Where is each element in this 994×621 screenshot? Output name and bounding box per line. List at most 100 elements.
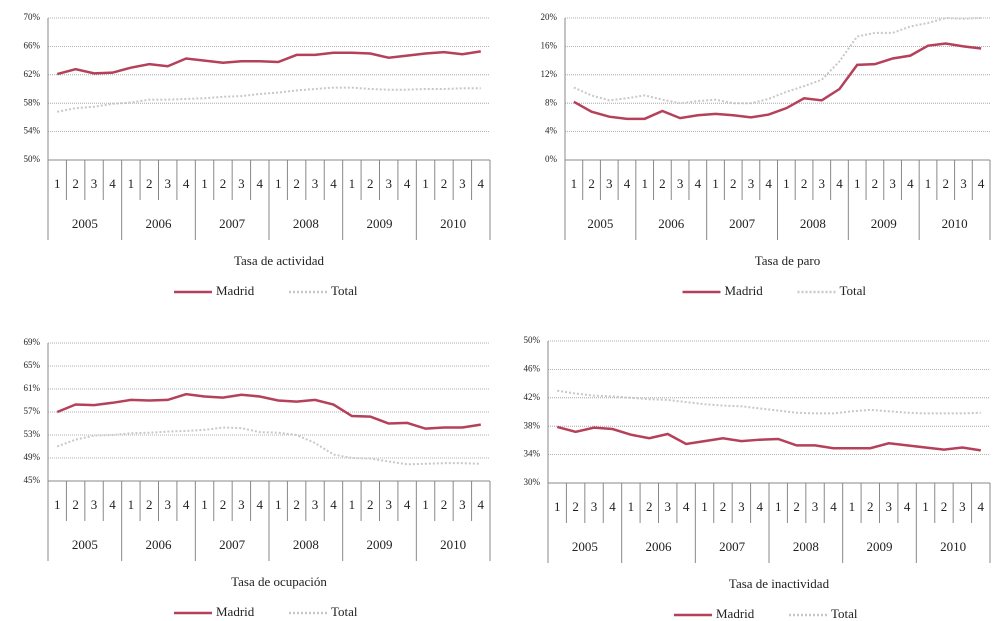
x-tick-label: 1 [922, 499, 929, 514]
x-tick-label: 1 [349, 497, 356, 512]
x-tick-label: 4 [978, 176, 985, 191]
x-tick-label: 1 [54, 176, 61, 191]
x-tick-label: 4 [404, 176, 411, 191]
chart: 50%54%58%62%66%70%1 2 3 4 1 2 3 4 1 2 3 4 1 2 3 4 1 2 3 4 1 2… [24, 12, 491, 298]
x-tick-label: 1 [854, 176, 861, 191]
y-tick-label: 4% [545, 126, 558, 136]
y-tick-label: 46% [524, 363, 541, 373]
x-tick-label: 3 [812, 499, 819, 514]
data-line [57, 86, 481, 113]
x-tick-label: 2 [730, 176, 737, 191]
x-group-label: 2005 [587, 216, 613, 231]
chart-title: Tasa de paro [755, 253, 821, 268]
x-tick-label: 3 [889, 176, 896, 191]
x-tick-label: 3 [385, 497, 392, 512]
y-tick-label: 50% [524, 335, 541, 345]
legend-label: Madrid [725, 283, 764, 298]
x-tick-label: 2 [220, 176, 227, 191]
x-tick-label: 1 [783, 176, 790, 191]
x-tick-label: 2 [941, 499, 948, 514]
x-tick-label: 2 [367, 497, 374, 512]
x-group-label: 2008 [800, 216, 826, 231]
x-tick-label: 3 [606, 176, 613, 191]
x-tick-label: 1 [201, 176, 208, 191]
x-tick-label: 2 [72, 176, 79, 191]
x-tick-label: 4 [330, 497, 337, 512]
x-group-label: 2008 [793, 539, 819, 554]
chart-title: Tasa de actividad [234, 253, 325, 268]
x-group-label: 2009 [871, 216, 897, 231]
x-group-label: 2010 [440, 537, 466, 552]
data-line [573, 16, 982, 105]
chart: 30%34%38%42%46%50%1 2 3 4 1 2 3 4 1 2 3 4 1 2 3 4 1 2 3 4 1 2… [524, 335, 991, 621]
x-group-label: 2010 [942, 216, 968, 231]
x-tick-label: 4 [330, 176, 337, 191]
x-tick-label: 2 [867, 499, 874, 514]
y-tick-label: 61% [24, 383, 41, 393]
x-tick-label: 2 [572, 499, 579, 514]
x-tick-label: 2 [872, 176, 879, 191]
y-tick-label: 69% [24, 337, 41, 347]
legend-label: Total [331, 283, 358, 298]
y-tick-label: 45% [24, 475, 41, 485]
x-tick-label: 3 [385, 176, 392, 191]
x-tick-label: 4 [757, 499, 764, 514]
x-tick-label: 1 [422, 497, 429, 512]
x-group-label: 2007 [719, 539, 746, 554]
y-tick-label: 34% [524, 449, 541, 459]
y-tick-label: 57% [24, 406, 41, 416]
x-group-label: 2007 [219, 537, 246, 552]
x-group-label: 2009 [367, 537, 393, 552]
x-tick-label: 1 [128, 176, 135, 191]
x-tick-label: 3 [91, 176, 98, 191]
x-tick-label: 3 [960, 176, 967, 191]
x-tick-label: 4 [404, 497, 411, 512]
x-tick-label: 1 [201, 497, 208, 512]
x-group-label: 2010 [440, 216, 466, 231]
x-tick-label: 4 [183, 176, 190, 191]
x-tick-label: 4 [765, 176, 772, 191]
x-tick-label: 3 [459, 497, 466, 512]
x-tick-label: 3 [664, 499, 671, 514]
x-tick-label: 4 [109, 176, 116, 191]
x-tick-label: 4 [904, 499, 911, 514]
legend-label: Total [831, 606, 858, 621]
x-tick-label: 2 [588, 176, 595, 191]
x-tick-label: 4 [109, 497, 116, 512]
x-tick-label: 3 [238, 497, 245, 512]
y-tick-label: 66% [24, 40, 41, 50]
x-tick-label: 3 [885, 499, 892, 514]
x-tick-label: 2 [146, 497, 153, 512]
x-tick-label: 4 [183, 497, 190, 512]
x-group-label: 2007 [219, 216, 246, 231]
x-tick-label: 2 [942, 176, 949, 191]
x-tick-label: 1 [422, 176, 429, 191]
y-tick-label: 49% [24, 452, 41, 462]
x-tick-label: 1 [925, 176, 932, 191]
y-tick-label: 0% [545, 154, 558, 164]
data-line [56, 392, 481, 430]
x-tick-label: 4 [695, 176, 702, 191]
x-tick-label: 1 [849, 499, 856, 514]
x-tick-label: 3 [819, 176, 826, 191]
x-group-label: 2007 [729, 216, 756, 231]
x-tick-label: 3 [459, 176, 466, 191]
x-tick-label: 3 [748, 176, 755, 191]
x-tick-label: 3 [738, 499, 745, 514]
x-tick-label: 4 [257, 497, 264, 512]
x-tick-label: 1 [349, 176, 356, 191]
y-tick-label: 12% [541, 69, 558, 79]
legend-label: Total [331, 604, 358, 619]
data-line [56, 426, 481, 466]
y-tick-label: 70% [24, 12, 41, 22]
x-tick-label: 3 [959, 499, 966, 514]
legend-label: Madrid [716, 606, 755, 621]
x-tick-label: 2 [793, 499, 800, 514]
chart: 45%49%53%57%61%65%69%1 2 3 4 1 2 3 4 1 2 3 4 1 2 3 4 1 2 3… [24, 337, 491, 619]
x-tick-label: 4 [907, 176, 914, 191]
chart: 0%4%8%12%16%20%1 2 3 4 1 2 3 4 1 2 3 4 1 2 3 4 1 2 3 4 1 2 3 42… [541, 12, 991, 298]
x-tick-label: 4 [609, 499, 616, 514]
x-tick-label: 4 [624, 176, 631, 191]
x-tick-label: 2 [293, 497, 300, 512]
